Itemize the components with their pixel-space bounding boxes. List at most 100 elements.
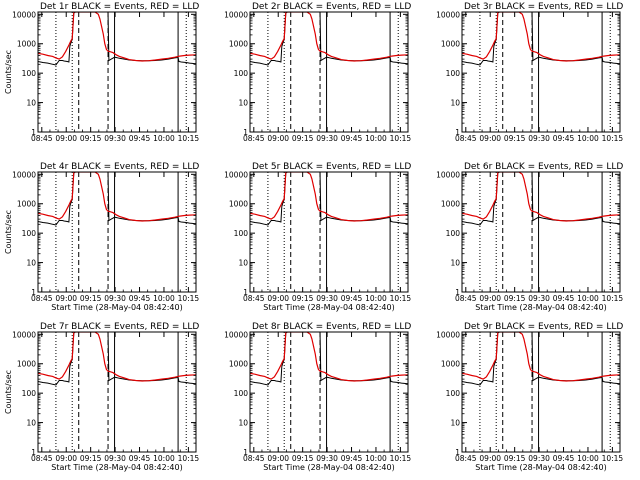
detector-panel: Det 1r BLACK = Events, RED = LLD 1 10 100 10… bbox=[4, 2, 199, 143]
x-tick-label: 10:00 bbox=[153, 454, 175, 463]
detector-panel: Det 5r BLACK = Events, RED = LLD 1 10 100 10… bbox=[224, 162, 411, 312]
x-tick-label: 08:45 bbox=[243, 134, 265, 143]
y-tick-label: 10 bbox=[238, 419, 248, 428]
x-tick-label: 09:00 bbox=[55, 134, 77, 143]
x-tick-label: 09:00 bbox=[267, 454, 289, 463]
x-tick-label: 09:15 bbox=[292, 454, 314, 463]
x-tick-label: 09:00 bbox=[479, 454, 501, 463]
x-tick-label: 08:45 bbox=[31, 454, 53, 463]
x-tick-label: 09:30 bbox=[528, 294, 550, 303]
y-tick-label: 10 bbox=[450, 259, 460, 268]
y-tick-label: 10000 bbox=[12, 10, 36, 19]
x-tick-label: 10:15 bbox=[390, 454, 412, 463]
y-tick-label: 10000 bbox=[436, 170, 460, 179]
panel-title: Det 4r BLACK = Events, RED = LLD bbox=[40, 162, 199, 172]
events-series-line bbox=[462, 172, 620, 226]
y-tick-label: 1 bbox=[243, 448, 248, 457]
x-axis-label: Start Time (28-May-04 08:42:40) bbox=[51, 303, 182, 312]
x-tick-label: 09:15 bbox=[504, 294, 526, 303]
y-tick-label: 10000 bbox=[224, 10, 248, 19]
panel-title: Det 2r BLACK = Events, RED = LLD bbox=[252, 2, 411, 12]
y-tick-label: 1000 bbox=[229, 40, 248, 49]
x-axis-label: Start Time (28-May-04 08:42:40) bbox=[51, 463, 182, 472]
events-series-line bbox=[38, 12, 196, 66]
y-tick-label: 10 bbox=[26, 99, 36, 108]
y-tick-label: 100 bbox=[22, 229, 37, 238]
x-tick-label: 09:45 bbox=[553, 134, 575, 143]
x-tick-label: 10:00 bbox=[365, 454, 387, 463]
x-tick-label: 09:45 bbox=[553, 294, 575, 303]
series-group bbox=[462, 332, 620, 386]
x-tick-label: 09:15 bbox=[292, 134, 314, 143]
lld-series-line bbox=[462, 332, 620, 382]
detector-panel: Det 7r BLACK = Events, RED = LLD 1 10 100 10… bbox=[4, 322, 199, 472]
time-markers bbox=[55, 332, 187, 452]
y-tick-label: 1 bbox=[455, 448, 460, 457]
plot-frame bbox=[249, 171, 409, 293]
y-tick-label: 10000 bbox=[12, 330, 36, 339]
x-tick-label: 08:45 bbox=[455, 134, 477, 143]
lld-series-line bbox=[462, 172, 620, 222]
x-tick-label: 09:15 bbox=[80, 134, 102, 143]
lld-series-line bbox=[250, 332, 408, 382]
panel-title: Det 6r BLACK = Events, RED = LLD bbox=[464, 162, 623, 172]
events-series-line bbox=[38, 332, 196, 386]
y-tick-label: 10000 bbox=[436, 330, 460, 339]
x-tick-label: 10:15 bbox=[178, 294, 200, 303]
detector-panel: Det 8r BLACK = Events, RED = LLD 1 10 100 10… bbox=[224, 322, 411, 472]
x-tick-label: 09:15 bbox=[504, 454, 526, 463]
panel-title: Det 7r BLACK = Events, RED = LLD bbox=[40, 322, 199, 332]
x-tick-label: 09:30 bbox=[528, 134, 550, 143]
x-tick-label: 09:15 bbox=[80, 294, 102, 303]
time-markers bbox=[55, 12, 187, 132]
x-tick-label: 09:45 bbox=[341, 294, 363, 303]
panel-title: Det 5r BLACK = Events, RED = LLD bbox=[252, 162, 411, 172]
y-axis-label: Counts/sec bbox=[4, 50, 13, 94]
y-tick-label: 100 bbox=[234, 229, 249, 238]
y-tick-label: 10 bbox=[450, 419, 460, 428]
y-axis-label: Counts/sec bbox=[4, 370, 13, 414]
lld-series-line bbox=[38, 172, 196, 222]
plot-frame bbox=[249, 331, 409, 453]
lld-series-line bbox=[462, 12, 620, 62]
y-tick-label: 1 bbox=[455, 128, 460, 137]
x-tick-label: 10:15 bbox=[602, 134, 624, 143]
x-tick-label: 09:30 bbox=[528, 454, 550, 463]
x-tick-label: 10:15 bbox=[178, 454, 200, 463]
series-group bbox=[250, 332, 408, 386]
x-tick-label: 09:30 bbox=[316, 294, 338, 303]
x-tick-label: 09:15 bbox=[504, 134, 526, 143]
x-tick-label: 10:15 bbox=[602, 454, 624, 463]
x-tick-label: 09:30 bbox=[104, 134, 126, 143]
y-tick-label: 10000 bbox=[224, 170, 248, 179]
x-tick-label: 08:45 bbox=[455, 454, 477, 463]
y-tick-label: 1000 bbox=[17, 360, 36, 369]
y-tick-label: 1000 bbox=[441, 40, 460, 49]
series-group bbox=[462, 172, 620, 226]
y-tick-label: 1000 bbox=[17, 40, 36, 49]
x-tick-label: 09:00 bbox=[479, 294, 501, 303]
x-tick-label: 09:45 bbox=[553, 454, 575, 463]
plot-frame bbox=[461, 11, 621, 133]
x-tick-label: 09:45 bbox=[129, 134, 151, 143]
y-tick-label: 100 bbox=[234, 389, 249, 398]
detector-panel: Det 3r BLACK = Events, RED = LLD 1 10 100 10… bbox=[436, 2, 623, 143]
x-tick-label: 10:15 bbox=[602, 294, 624, 303]
y-tick-label: 10 bbox=[238, 259, 248, 268]
series-group bbox=[250, 12, 408, 66]
y-tick-label: 1 bbox=[243, 128, 248, 137]
time-markers bbox=[479, 332, 611, 452]
series-group bbox=[250, 172, 408, 226]
x-tick-label: 09:30 bbox=[316, 454, 338, 463]
events-series-line bbox=[38, 172, 196, 226]
series-group bbox=[38, 172, 196, 226]
y-tick-label: 100 bbox=[234, 69, 249, 78]
panel-title: Det 9r BLACK = Events, RED = LLD bbox=[464, 322, 623, 332]
x-tick-label: 09:30 bbox=[316, 134, 338, 143]
plot-frame bbox=[461, 171, 621, 293]
x-axis-label: Start Time (28-May-04 08:42:40) bbox=[475, 463, 606, 472]
y-tick-label: 100 bbox=[446, 69, 461, 78]
x-tick-label: 08:45 bbox=[243, 454, 265, 463]
y-tick-label: 1 bbox=[31, 128, 36, 137]
y-tick-label: 100 bbox=[22, 69, 37, 78]
